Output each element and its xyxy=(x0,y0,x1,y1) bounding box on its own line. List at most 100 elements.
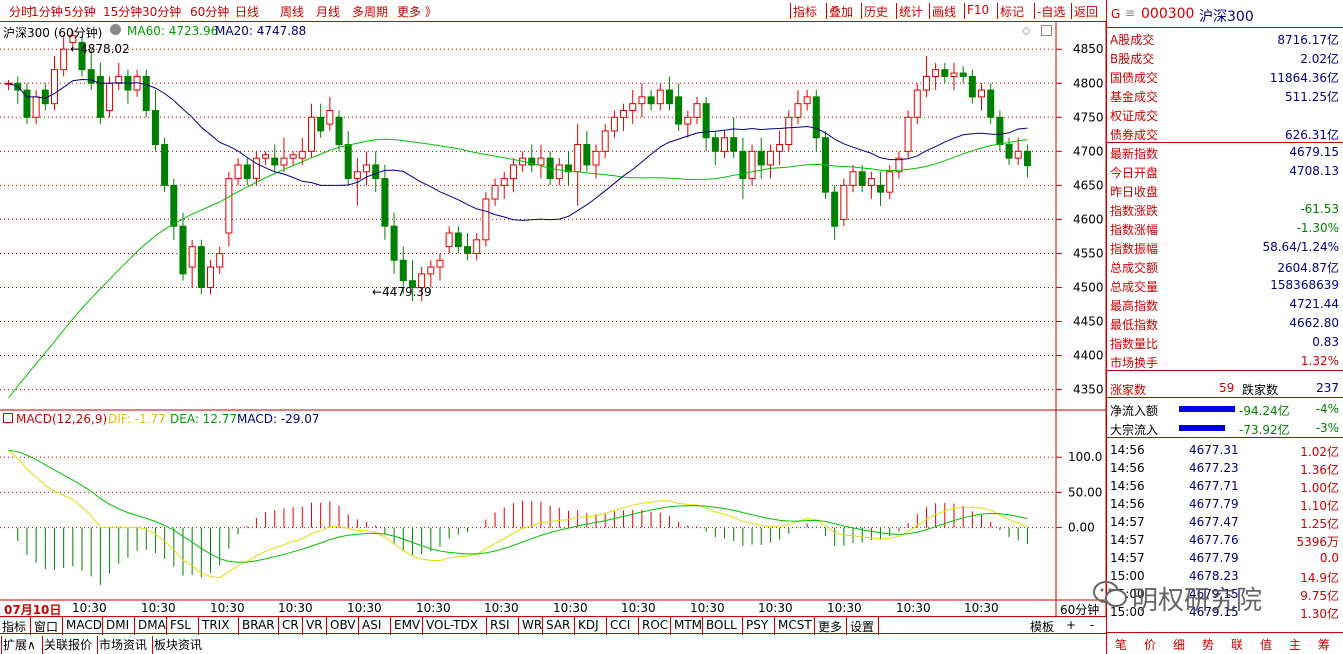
panel-btn-5[interactable]: 值 xyxy=(1260,638,1273,652)
tick-row: 15:00 4679.15 1.30亿 xyxy=(1107,604,1343,622)
panel-btn-4[interactable]: 联 xyxy=(1231,638,1244,652)
period-tab-9[interactable]: 多周期 xyxy=(352,5,389,19)
candle-up xyxy=(840,184,848,220)
candle-down xyxy=(665,89,673,105)
indicator-tab-16[interactable]: SAR xyxy=(546,618,571,632)
indicator-tab-7[interactable]: BRAR xyxy=(242,618,275,632)
menu-icon[interactable]: ≡ xyxy=(1125,6,1136,20)
bottom-tab-0[interactable]: 扩展∧ xyxy=(3,638,36,652)
indicator-tab-0[interactable]: 指标 xyxy=(2,620,27,634)
chart-settings-icon[interactable] xyxy=(110,24,121,38)
candle-up xyxy=(363,164,371,173)
candle-up xyxy=(491,184,499,200)
candle-down xyxy=(464,246,472,254)
period-tab-3[interactable]: 15分钟 xyxy=(103,5,143,19)
candle-down xyxy=(1023,150,1031,167)
candle-up xyxy=(766,150,774,166)
period-tab-10[interactable]: 更多 》 xyxy=(397,5,437,19)
indicator-tab-12[interactable]: EMV xyxy=(394,618,421,632)
indicator-tab-15[interactable]: WR xyxy=(522,618,543,632)
diamond-icon[interactable]: ◇ xyxy=(1022,24,1031,37)
panel-btn-0[interactable]: 笔 xyxy=(1115,638,1128,652)
indicator-tab-20[interactable]: MTM xyxy=(674,618,703,632)
panel-btn-3[interactable]: 势 xyxy=(1202,638,1215,652)
toolbar-btn-8[interactable]: 返回 xyxy=(1074,5,1099,19)
stat-label: 国债成交 xyxy=(1110,71,1159,85)
indicator-tab-14[interactable]: RSI xyxy=(490,618,510,632)
tick-row: 14:57 4677.76 5396万 xyxy=(1107,532,1343,550)
candle-up xyxy=(620,109,628,118)
zoom-out-button[interactable]: - xyxy=(1090,618,1095,632)
macd-axis-label: 0.00 xyxy=(1068,521,1095,535)
stat-row: 今日开盘 4708.13 xyxy=(1107,162,1343,181)
indicator-tab-13[interactable]: VOL-TDX xyxy=(426,618,478,632)
bottom-tab-3[interactable]: 板块资讯 xyxy=(154,638,203,652)
panel-btn-2[interactable]: 细 xyxy=(1173,638,1186,652)
bottom-tab-2[interactable]: 市场资讯 xyxy=(99,638,148,652)
toolbar-btn-4[interactable]: 画线 xyxy=(932,5,957,19)
indicator-tab-6[interactable]: TRIX xyxy=(202,618,230,632)
indicator-tab-2[interactable]: MACD xyxy=(66,618,102,632)
indicator-tab-24[interactable]: 更多 xyxy=(818,620,843,634)
panel-btn-7[interactable]: 筹 xyxy=(1318,638,1331,652)
indicator-tab-23[interactable]: MCST xyxy=(778,618,812,632)
zoom-in-button[interactable]: + xyxy=(1066,618,1077,632)
period-tab-8[interactable]: 月线 xyxy=(316,5,341,19)
stat-row: 权证成交 xyxy=(1107,105,1343,124)
stat-value: 2604.87亿 xyxy=(1277,261,1339,275)
tick-volume: 1.00亿 xyxy=(1300,481,1339,495)
period-tab-4[interactable]: 30分钟 xyxy=(142,5,182,19)
period-tab-5[interactable]: 60分钟 xyxy=(190,5,230,19)
period-tab-7[interactable]: 周线 xyxy=(280,5,305,19)
stat-value: 58.64/1.24% xyxy=(1262,240,1339,254)
indicator-tab-8[interactable]: CR xyxy=(282,618,299,632)
indicator-tab-9[interactable]: VR xyxy=(306,618,323,632)
indicator-tab-25[interactable]: 设置 xyxy=(850,620,875,634)
indicator-tab-10[interactable]: OBV xyxy=(330,618,356,632)
template-button[interactable]: 模板 xyxy=(1030,620,1055,634)
indicator-tab-3[interactable]: DMI xyxy=(106,618,130,632)
candle-down xyxy=(151,109,159,146)
indicator-tab-18[interactable]: CCI xyxy=(610,618,631,632)
period-tab-6[interactable]: 日线 xyxy=(235,5,260,19)
toolbar-btn-3[interactable]: 统计 xyxy=(899,5,924,19)
indicator-tab-22[interactable]: PSY xyxy=(746,618,769,632)
stat-row: 最高指数 4721.44 xyxy=(1107,295,1343,314)
dif-line xyxy=(8,449,1028,579)
indicator-tab-1[interactable]: 窗口 xyxy=(34,620,59,634)
tab-divider xyxy=(102,617,103,635)
toolbar-btn-0[interactable]: 指标 xyxy=(793,5,818,19)
toolbar-btn-1[interactable]: 叠加 xyxy=(829,5,854,19)
toolbar-btn-7[interactable]: -自选 xyxy=(1037,5,1066,19)
period-tab-1[interactable]: 1分钟 xyxy=(31,5,63,19)
stat-value: -61.53 xyxy=(1300,202,1339,216)
tick-time: 14:56 xyxy=(1110,461,1145,475)
panel-btn-6[interactable]: 主 xyxy=(1289,638,1302,652)
tab-divider xyxy=(814,617,815,635)
stat-value: -1.30% xyxy=(1296,221,1339,235)
tab-divider xyxy=(152,636,153,654)
indicator-tab-11[interactable]: ASI xyxy=(362,618,382,632)
time-label: 10:30 xyxy=(210,601,245,615)
bottom-tab-1[interactable]: 关联报价 xyxy=(44,638,93,652)
indicator-tab-17[interactable]: KDJ xyxy=(578,618,599,632)
kline-chart[interactable]: 4850 4800 4750 4700 4650 4600 4550 4500 4450 4400… xyxy=(0,22,1106,616)
toolbar-btn-2[interactable]: 历史 xyxy=(864,5,889,19)
macd-settings-icon[interactable] xyxy=(3,413,13,423)
candle-down xyxy=(675,96,683,125)
indicator-tab-5[interactable]: FSL xyxy=(170,618,191,632)
indicator-tab-21[interactable]: BOLL xyxy=(706,618,737,632)
toolbar-btn-5[interactable]: F10 xyxy=(967,3,990,17)
stat-row: B股成交 2.02亿 xyxy=(1107,48,1343,67)
period-tab-2[interactable]: 5分钟 xyxy=(64,5,96,19)
price-axis-label: 4650 xyxy=(1073,178,1104,192)
window-toggle-icon[interactable] xyxy=(1041,25,1052,36)
candle-down xyxy=(987,89,995,118)
watermark: 明权研究院 xyxy=(1092,576,1302,616)
period-tab-0[interactable]: 分时 xyxy=(9,5,34,19)
indicator-tab-19[interactable]: ROC xyxy=(642,618,669,632)
stat-value: 4662.80 xyxy=(1289,316,1339,330)
panel-btn-1[interactable]: 价 xyxy=(1144,638,1157,652)
indicator-tab-4[interactable]: DMA xyxy=(138,618,166,632)
toolbar-btn-6[interactable]: 标记 xyxy=(1000,5,1025,19)
